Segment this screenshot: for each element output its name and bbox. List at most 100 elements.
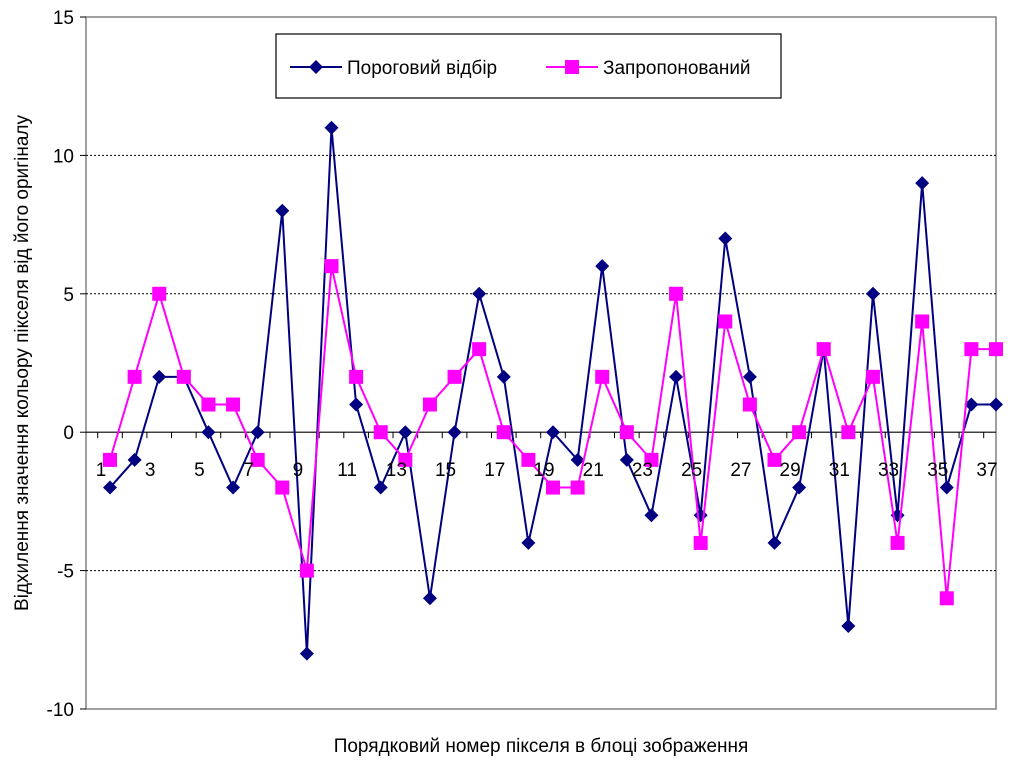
data-point xyxy=(373,425,388,440)
data-point xyxy=(595,369,610,384)
data-point xyxy=(792,425,807,440)
data-point xyxy=(275,480,290,495)
data-point xyxy=(373,480,388,495)
y-axis-title: Відхилення значення кольору пікселя від … xyxy=(12,115,33,611)
legend-label-threshold: Пороговий відбір xyxy=(347,58,497,79)
data-point xyxy=(841,425,856,440)
data-point xyxy=(669,286,684,301)
data-point xyxy=(472,286,487,301)
data-point xyxy=(915,176,930,191)
data-point xyxy=(201,425,216,440)
legend: Пороговий відбір Запропонований xyxy=(275,33,782,99)
y-tick-label: 15 xyxy=(53,8,74,29)
data-point xyxy=(152,286,167,301)
y-tick-label: -5 xyxy=(57,562,74,583)
data-point xyxy=(865,369,880,384)
data-point xyxy=(201,397,216,412)
x-tick-label: 5 xyxy=(194,460,205,481)
data-point xyxy=(718,231,733,246)
data-point xyxy=(250,452,265,467)
data-point xyxy=(103,480,117,495)
x-tick-label: 3 xyxy=(145,460,156,481)
data-point xyxy=(127,369,142,384)
x-tick-label: 29 xyxy=(780,460,801,481)
data-point xyxy=(890,535,905,550)
series-group xyxy=(103,120,1003,661)
x-tick-label: 25 xyxy=(681,460,702,481)
data-point xyxy=(546,425,560,440)
data-point xyxy=(669,369,684,384)
data-point xyxy=(226,397,241,412)
data-point xyxy=(299,646,314,661)
data-point xyxy=(816,342,831,357)
data-point xyxy=(915,314,930,329)
x-tick-label: 23 xyxy=(632,460,653,481)
data-point xyxy=(398,425,413,440)
y-tick-label: -10 xyxy=(47,700,74,721)
data-point xyxy=(792,480,807,495)
x-tick-label: 19 xyxy=(533,460,554,481)
data-point xyxy=(324,120,339,135)
data-point xyxy=(275,203,290,218)
data-point xyxy=(546,480,560,495)
x-tick-label: 37 xyxy=(976,460,997,481)
x-tick-label: 15 xyxy=(435,460,456,481)
data-point xyxy=(152,369,167,384)
data-point xyxy=(521,452,536,467)
data-point xyxy=(742,397,757,412)
data-point xyxy=(619,425,634,440)
x-tick-label: 35 xyxy=(927,460,948,481)
data-point xyxy=(767,535,782,550)
x-axis-title: Порядковий номер пікселя в блоці зображе… xyxy=(334,736,749,757)
legend-box xyxy=(275,33,782,99)
data-point xyxy=(619,452,634,467)
data-point xyxy=(324,259,339,274)
data-point xyxy=(496,369,511,384)
data-point xyxy=(422,397,437,412)
data-point xyxy=(644,508,659,523)
data-point xyxy=(398,452,413,467)
data-point xyxy=(742,369,757,384)
x-tick-label: 33 xyxy=(878,460,899,481)
data-point xyxy=(767,452,782,467)
data-point xyxy=(299,563,314,578)
data-point xyxy=(644,452,659,467)
x-tick-label: 27 xyxy=(730,460,751,481)
legend-label-proposed: Запропонований xyxy=(603,58,751,79)
data-point xyxy=(939,591,954,606)
x-tick-label: 7 xyxy=(243,460,254,481)
data-point xyxy=(595,259,610,274)
x-tick-label: 11 xyxy=(337,460,357,481)
data-point xyxy=(349,369,364,384)
x-tick-label: 13 xyxy=(386,460,407,481)
data-point xyxy=(176,369,191,384)
y-tick-label: 10 xyxy=(53,146,74,167)
data-point xyxy=(964,342,979,357)
data-point xyxy=(472,342,487,357)
data-point xyxy=(521,535,536,550)
legend-marker-proposed xyxy=(565,60,579,74)
data-point xyxy=(570,480,585,495)
x-tick-label: 21 xyxy=(583,460,604,481)
data-point xyxy=(422,591,437,606)
x-tick-label: 9 xyxy=(293,460,304,481)
data-point xyxy=(718,314,733,329)
data-point xyxy=(989,342,1003,357)
data-point xyxy=(496,425,511,440)
data-point xyxy=(447,369,462,384)
data-point xyxy=(939,480,954,495)
data-point xyxy=(841,618,856,633)
data-point xyxy=(570,452,585,467)
x-tick-label: 1 xyxy=(96,460,107,481)
data-point xyxy=(693,535,708,550)
x-tick-label: 31 xyxy=(829,460,850,481)
data-point xyxy=(103,452,117,467)
data-point xyxy=(226,480,241,495)
data-point xyxy=(127,452,142,467)
plot-area xyxy=(85,16,997,710)
data-point xyxy=(250,425,265,440)
y-tick-label: 0 xyxy=(63,423,74,444)
y-tick-label: 5 xyxy=(63,285,74,306)
data-point xyxy=(349,397,364,412)
